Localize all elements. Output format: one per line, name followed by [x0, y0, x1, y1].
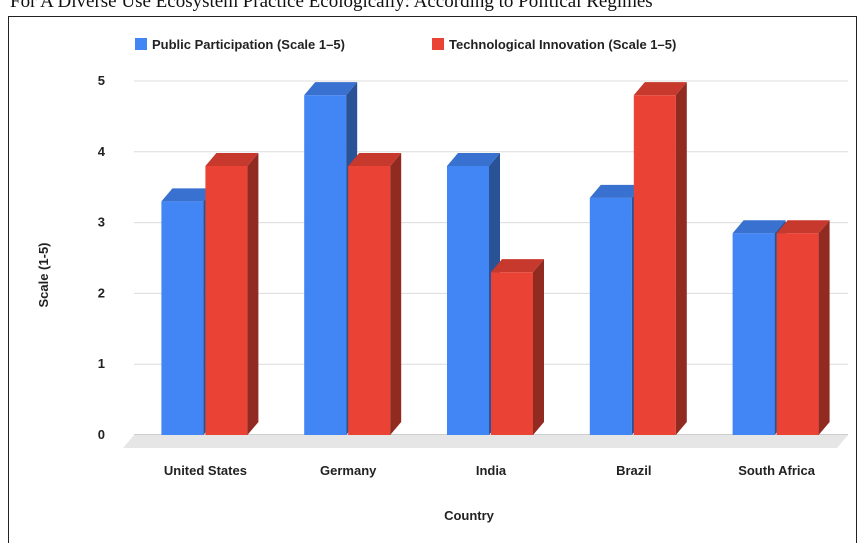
legend-label: Public Participation (Scale 1–5) — [152, 37, 345, 52]
bar-top — [633, 82, 687, 96]
x-category-labels: United States Germany India Brazil South Afr… — [164, 463, 816, 478]
bar-technological-innovation — [491, 259, 544, 435]
y-tick-label: 5 — [98, 73, 105, 88]
bar-top — [732, 220, 786, 234]
bar-top — [589, 184, 643, 198]
x-category-label: India — [476, 463, 507, 478]
x-category-label: South Africa — [738, 463, 816, 478]
y-tick-label: 0 — [98, 427, 105, 442]
bar-side — [675, 82, 687, 435]
bar-side — [247, 152, 259, 435]
y-tick-labels: 0 1 2 3 4 5 — [98, 73, 106, 442]
bars — [161, 82, 830, 435]
chart-container — [8, 16, 857, 543]
bar-technological-innovation — [348, 152, 402, 435]
bar-top — [776, 220, 830, 234]
bar-top — [304, 82, 358, 96]
bar-side — [390, 152, 402, 435]
y-tick-label: 1 — [98, 356, 105, 371]
legend-swatch — [432, 38, 444, 50]
x-category-label: Brazil — [616, 463, 651, 478]
bar-front — [304, 95, 347, 435]
bar-front — [205, 165, 248, 435]
bar-front — [732, 233, 775, 435]
bar-side — [818, 220, 830, 435]
x-category-label: United States — [164, 463, 247, 478]
chart-floor — [123, 435, 848, 448]
bar-front — [589, 197, 632, 435]
bar-front — [776, 233, 819, 435]
y-tick-label: 2 — [98, 285, 105, 300]
bar-side — [533, 259, 544, 435]
legend-label: Technological Innovation (Scale 1–5) — [449, 37, 676, 52]
y-tick-label: 3 — [98, 215, 105, 230]
y-axis-title: Scale (1-5) — [36, 242, 51, 307]
bar-top — [205, 152, 259, 166]
bar-technological-innovation — [205, 152, 259, 435]
legend: Public Participation (Scale 1–5) Technolo… — [135, 37, 676, 52]
legend-swatch — [135, 38, 147, 50]
bar-top — [161, 188, 215, 202]
bar-front — [491, 272, 533, 435]
clipped-caption: For A Diverse Use Ecosystem Practice Eco… — [10, 0, 653, 12]
bar-front — [348, 165, 391, 435]
x-category-label: Germany — [320, 463, 377, 478]
x-axis-title: Country — [444, 508, 495, 523]
y-tick-label: 4 — [98, 144, 106, 159]
floor-plane — [123, 435, 848, 448]
bar-technological-innovation — [776, 220, 830, 435]
bar-top — [491, 259, 544, 273]
bar-front — [161, 201, 204, 435]
bar-technological-innovation — [633, 82, 687, 435]
bar-top — [447, 152, 500, 166]
bar-top — [348, 152, 402, 166]
bar-front — [447, 165, 489, 435]
bar-front — [633, 95, 676, 435]
